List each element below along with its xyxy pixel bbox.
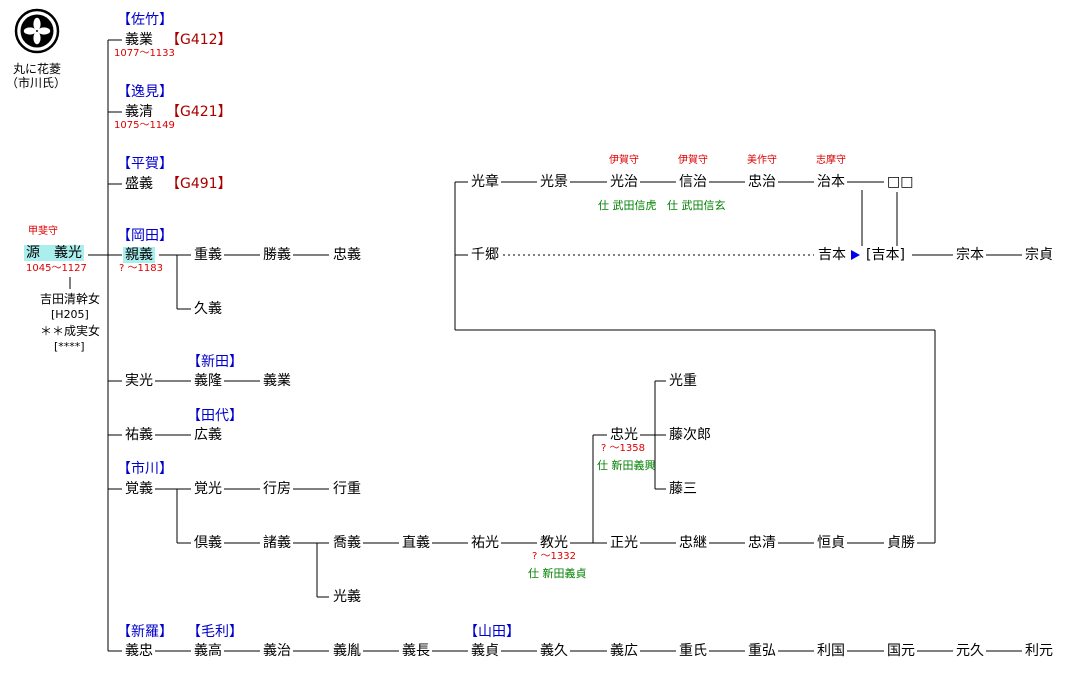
dates-yoshikiyo: 1075～1149 [114,120,175,131]
ref-g421[interactable]: 【G421】 [166,104,232,120]
person-moriyoshi: 盛義 [125,176,153,192]
person-tadakiyo: 忠清 [748,535,776,551]
dates-tadamitsu: ? ～1358 [601,443,645,454]
person-mitsuharu: 光治 [610,174,638,190]
serve-nitta-yoshisada: 仕 新田義貞 [528,567,587,580]
person-toshikuni: 利国 [817,643,845,659]
person-tsunesada: 恒貞 [817,535,845,551]
person-hisayoshi: 久義 [194,301,222,317]
person-kakuyoshi: 覚義 [125,481,153,497]
person-yoshimoto: 吉本 [818,247,846,263]
person-tadatsugu: 忠継 [679,535,707,551]
title-iga-no-kami-1: 伊賀守 [609,155,639,166]
person-yoshisada: 義貞 [471,643,499,659]
header-ichikawa: 【市川】 [117,461,173,477]
person-tadayoshi: 忠義 [333,247,361,263]
wife-yoshida: 吉田清幹女 [40,292,101,306]
serve-takeda-nobutora: 仕 武田信虎 [598,199,657,212]
person-tadaharu: 忠治 [748,174,776,190]
person-naoyoshi: 直義 [402,535,430,551]
person-yoshinaga: 義長 [402,643,430,659]
header-henmi: 【逸見】 [117,84,173,100]
header-okada: 【岡田】 [117,228,173,244]
person-hiroyoshi: 広義 [194,427,222,443]
person-yoshiharu: 義治 [263,643,291,659]
header-nitta: 【新田】 [187,354,243,370]
ref-unknown: [****] [54,340,85,353]
person-harumoto: 治本 [817,174,845,190]
person-sadakatsu: 貞勝 [887,535,915,551]
wife-narumi: ＊＊成実女 [40,324,101,338]
dates-yoshimitsu: 1045～1127 [26,263,87,274]
person-yukifusa: 行房 [263,481,291,497]
person-moroyoshi: 諸義 [263,535,291,551]
ref-g491[interactable]: 【G491】 [166,176,232,192]
adoption-arrow-icon [851,250,860,260]
person-munemoto: 宗本 [956,247,984,263]
person-takayoshi: 喬義 [333,535,361,551]
header-tashiro: 【田代】 [187,408,243,424]
person-yoshitaka-nitta: 義隆 [194,373,222,389]
header-shinra: 【新羅】 [117,624,173,640]
dates-yoshinari: 1077～1133 [114,48,175,59]
crest-caption-line2: （市川氏） [6,76,67,90]
dates-chikayoshi: ? ～1183 [119,263,163,274]
person-chikayoshi: 親義 [123,247,155,263]
crest-caption-line1: 丸に花菱 [13,62,62,76]
person-yukishige: 行重 [333,481,361,497]
serve-nitta-yoshioki: 仕 新田義興 [597,459,656,472]
person-tadamitsu: 忠光 [610,427,638,443]
person-chisato: 千郷 [471,247,499,263]
person-yoshitaka-mori: 義高 [194,643,222,659]
person-shigeyoshi: 重義 [194,247,222,263]
title-shima-no-kami: 志摩守 [816,155,846,166]
person-toshimoto: 利元 [1025,643,1053,659]
person-katsuyoshi: 勝義 [263,247,291,263]
person-shigehiro: 重弘 [748,643,776,659]
header-mori: 【毛利】 [187,624,243,640]
person-nobuharu: 信治 [679,174,707,190]
title-kai-no-kami: 甲斐守 [28,226,58,237]
person-norimitsu: 教光 [540,535,568,551]
person-yoshimoto-adopted: [吉本] [866,247,905,263]
clan-crest-icon [14,8,60,58]
person-yoshihisa: 義久 [540,643,568,659]
person-kakumitsu: 覚光 [194,481,222,497]
person-masamitsu: 正光 [610,535,638,551]
dates-norimitsu: ? ～1332 [532,551,576,562]
person-mitsukage: 光景 [540,174,568,190]
ref-g412[interactable]: 【G412】 [166,32,232,48]
person-minamoto-yoshimitsu: 源 義光 [24,245,84,261]
person-mitsuaki: 光章 [471,174,499,190]
person-sanemitsu: 実光 [125,373,153,389]
person-yoshinari-nitta: 義業 [263,373,291,389]
person-yoshitada: 義忠 [125,643,153,659]
person-sukemitsu: 祐光 [471,535,499,551]
person-munesada: 宗貞 [1025,247,1053,263]
header-hiraga: 【平賀】 [117,156,173,172]
serve-takeda-shingen: 仕 武田信玄 [667,199,726,212]
person-mitsushige: 光重 [669,373,697,389]
person-sukeyoshi: 祐義 [125,427,153,443]
person-tomoyoshi: 倶義 [194,535,222,551]
header-yamada: 【山田】 [464,624,520,640]
person-shigeuji: 重氏 [679,643,707,659]
title-mimasaka-no-kami: 美作守 [747,155,777,166]
person-yoshihiro: 義広 [610,643,638,659]
person-unknown-squares: □□ [887,174,914,190]
title-iga-no-kami-2: 伊賀守 [678,155,708,166]
person-kunimoto: 国元 [887,643,915,659]
person-yoshikiyo: 義清 [125,104,153,120]
person-tojiro: 藤次郎 [669,427,711,443]
person-yoshinari: 義業 [125,32,153,48]
header-satake: 【佐竹】 [117,12,173,28]
person-tozo: 藤三 [669,481,697,497]
person-mitsuyoshi: 光義 [333,589,361,605]
ref-h205[interactable]: [H205] [51,308,89,321]
person-motohisa: 元久 [956,643,984,659]
person-yoshitane: 義胤 [333,643,361,659]
